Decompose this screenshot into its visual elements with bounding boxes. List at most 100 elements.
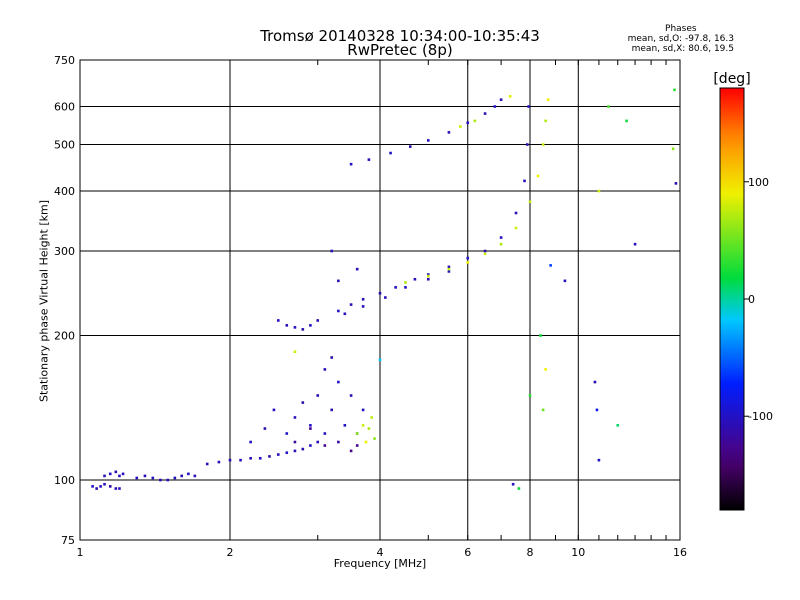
data-point <box>309 444 312 447</box>
data-point <box>394 286 397 289</box>
data-point <box>593 380 597 384</box>
data-point <box>276 319 280 322</box>
data-point <box>361 424 365 427</box>
data-point <box>349 394 353 397</box>
data-point <box>135 476 139 480</box>
y-tick-label: 300 <box>54 245 75 258</box>
data-point <box>337 440 340 444</box>
y-tick-label: 750 <box>54 54 75 67</box>
data-point <box>508 95 512 98</box>
data-point <box>625 119 628 123</box>
data-point <box>263 427 267 430</box>
data-point <box>118 487 121 490</box>
data-point <box>404 281 407 284</box>
data-point <box>499 98 503 101</box>
x-tick-label: 10 <box>571 546 585 559</box>
data-point <box>546 98 550 101</box>
phase-statistics-o: mean, sd,O: -97.8, 16.3 <box>627 34 734 44</box>
data-point <box>459 125 462 128</box>
data-point <box>159 478 162 482</box>
phase-statistics: Phases mean, sd,O: -97.8, 16.3 mean, sd,… <box>628 24 734 54</box>
data-point <box>343 424 347 427</box>
data-point <box>426 273 430 276</box>
colorbar-tick-label: 0 <box>748 293 755 306</box>
data-point <box>355 444 359 447</box>
data-point <box>536 174 540 178</box>
data-point <box>301 447 305 451</box>
data-point <box>541 143 545 146</box>
data-point <box>323 368 327 371</box>
y-tick-label: 200 <box>54 330 75 343</box>
data-point <box>285 432 289 435</box>
data-point <box>466 121 470 125</box>
data-point <box>499 242 503 246</box>
data-point <box>364 440 368 444</box>
data-point <box>143 474 147 478</box>
data-point <box>293 449 297 453</box>
data-point <box>528 200 532 204</box>
data-point <box>276 453 280 456</box>
data-point <box>466 261 470 264</box>
data-point <box>447 265 451 269</box>
data-point <box>466 256 470 260</box>
data-point <box>349 449 353 453</box>
colorbar-tick-label: -100 <box>748 410 773 423</box>
data-point <box>316 440 320 444</box>
data-point <box>118 474 121 478</box>
data-point <box>674 182 678 185</box>
data-point <box>151 476 155 480</box>
data-point <box>447 267 451 271</box>
phase-statistics-title: Phases <box>665 24 697 34</box>
data-point <box>514 211 518 215</box>
data-point <box>616 424 620 427</box>
data-point <box>258 456 262 460</box>
data-point <box>108 472 112 476</box>
data-point <box>473 119 477 123</box>
data-point <box>301 328 305 331</box>
data-point <box>337 309 340 313</box>
data-point <box>413 277 417 281</box>
data-point <box>408 145 412 148</box>
data-point <box>378 291 382 295</box>
data-point <box>539 334 542 337</box>
data-point <box>367 158 371 161</box>
data-point <box>563 279 567 283</box>
x-axis-label: Frequency [MHz] <box>333 557 427 570</box>
data-point <box>180 474 184 478</box>
y-tick-label: 400 <box>54 185 75 198</box>
data-point <box>426 274 430 278</box>
data-point <box>349 162 353 166</box>
data-point <box>544 368 547 371</box>
title-line-2: RwPretec (8p) <box>347 41 453 59</box>
data-point <box>483 252 487 256</box>
data-point <box>99 485 102 488</box>
data-point <box>293 416 297 419</box>
colorbar-tick-label: 100 <box>748 176 769 189</box>
data-point <box>378 358 382 362</box>
data-point <box>268 455 271 458</box>
y-axis-label: Stationary phase Virtual Height [km] <box>37 199 51 403</box>
data-point <box>367 427 371 430</box>
data-point <box>114 470 118 474</box>
data-point <box>541 408 545 412</box>
data-point <box>517 487 521 490</box>
data-point <box>671 147 675 151</box>
data-point <box>114 487 118 490</box>
data-point <box>337 380 340 384</box>
data-point <box>205 462 209 466</box>
data-point <box>514 226 518 230</box>
data-point <box>633 242 637 246</box>
data-point <box>293 326 297 329</box>
data-point <box>355 267 359 271</box>
y-tick-label: 600 <box>54 101 75 114</box>
data-point <box>108 485 112 488</box>
data-point <box>228 458 232 462</box>
colorbar <box>719 87 745 511</box>
data-point <box>389 151 392 155</box>
data-point <box>173 476 177 480</box>
data-point <box>95 487 98 490</box>
x-tick-label: 16 <box>673 546 687 559</box>
data-point <box>316 319 320 322</box>
data-point <box>527 105 530 108</box>
data-point <box>447 131 451 134</box>
